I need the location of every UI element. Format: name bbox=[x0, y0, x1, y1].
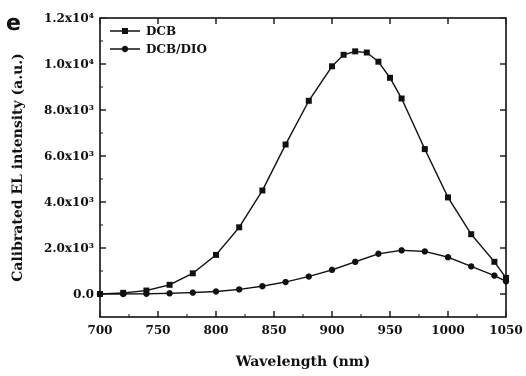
data-point-square bbox=[341, 52, 347, 58]
axes: 700 750 800 850 900 950 1000 1050 0.0 2.0x10³ 4.0x… bbox=[44, 11, 523, 337]
legend-label: DCB/DIO bbox=[146, 42, 207, 56]
data-point-circle bbox=[213, 288, 219, 294]
data-point-circle bbox=[375, 251, 381, 257]
data-point-circle bbox=[282, 279, 288, 285]
data-point-circle bbox=[143, 291, 149, 297]
data-point-square bbox=[167, 282, 173, 288]
x-tick-label: 1050 bbox=[489, 323, 522, 337]
legend-marker-square bbox=[122, 28, 128, 34]
data-point-square bbox=[329, 63, 335, 69]
data-point-circle bbox=[445, 254, 451, 260]
data-point-circle bbox=[398, 247, 404, 253]
data-point-square bbox=[213, 252, 219, 258]
data-point-circle bbox=[491, 272, 497, 278]
data-point-square bbox=[422, 146, 428, 152]
y-tick-label: 4.0x10³ bbox=[44, 195, 94, 209]
data-point-circle bbox=[306, 273, 312, 279]
data-point-square bbox=[364, 50, 370, 56]
data-point-square bbox=[259, 188, 265, 194]
x-axis-label: Wavelength (nm) bbox=[235, 354, 371, 370]
data-point-square bbox=[375, 59, 381, 65]
data-point-square bbox=[236, 224, 242, 230]
data-point-circle bbox=[503, 278, 509, 284]
x-tick-label: 700 bbox=[87, 323, 112, 337]
plot-frame bbox=[100, 18, 506, 317]
x-tick-label: 900 bbox=[319, 323, 344, 337]
data-point-square bbox=[387, 75, 393, 81]
data-point-square bbox=[283, 142, 289, 148]
data-point-square bbox=[399, 96, 405, 102]
x-tick-label: 850 bbox=[261, 323, 286, 337]
x-tick-label: 950 bbox=[377, 323, 402, 337]
y-tick-label: 8.0x10³ bbox=[44, 103, 94, 117]
y-tick-label: 6.0x10³ bbox=[44, 149, 94, 163]
data-point-square bbox=[306, 98, 312, 104]
y-axis-label: Calibrated EL intensity (a.u.) bbox=[10, 53, 26, 281]
legend-marker-circle bbox=[122, 46, 128, 52]
data-point-circle bbox=[97, 291, 103, 297]
data-point-square bbox=[352, 48, 358, 54]
data-point-circle bbox=[166, 290, 172, 296]
data-point-square bbox=[445, 194, 451, 200]
data-point-circle bbox=[259, 283, 265, 289]
x-tick-label: 1000 bbox=[431, 323, 464, 337]
x-tick-label: 750 bbox=[145, 323, 170, 337]
y-tick-label: 2.0x10³ bbox=[44, 241, 94, 255]
y-tick-label: 1.0x10⁴ bbox=[44, 57, 94, 71]
panel-letter: e bbox=[6, 11, 21, 36]
legend-label: DCB bbox=[146, 24, 176, 38]
data-point-circle bbox=[422, 248, 428, 254]
data-point-square bbox=[468, 231, 474, 237]
legend: DCB DCB/DIO bbox=[110, 24, 207, 56]
data-point-circle bbox=[468, 263, 474, 269]
series-dcb-dio bbox=[97, 247, 509, 297]
x-tick-label: 800 bbox=[203, 323, 228, 337]
y-tick-label: 1.2x10⁴ bbox=[44, 11, 94, 25]
data-point-circle bbox=[120, 291, 126, 297]
series-group bbox=[97, 48, 509, 297]
data-point-circle bbox=[352, 259, 358, 265]
data-point-circle bbox=[236, 286, 242, 292]
data-point-circle bbox=[190, 289, 196, 295]
y-tick-label: 0.0 bbox=[73, 287, 94, 301]
data-point-square bbox=[491, 259, 497, 265]
data-point-circle bbox=[329, 267, 335, 273]
data-point-square bbox=[190, 270, 196, 276]
